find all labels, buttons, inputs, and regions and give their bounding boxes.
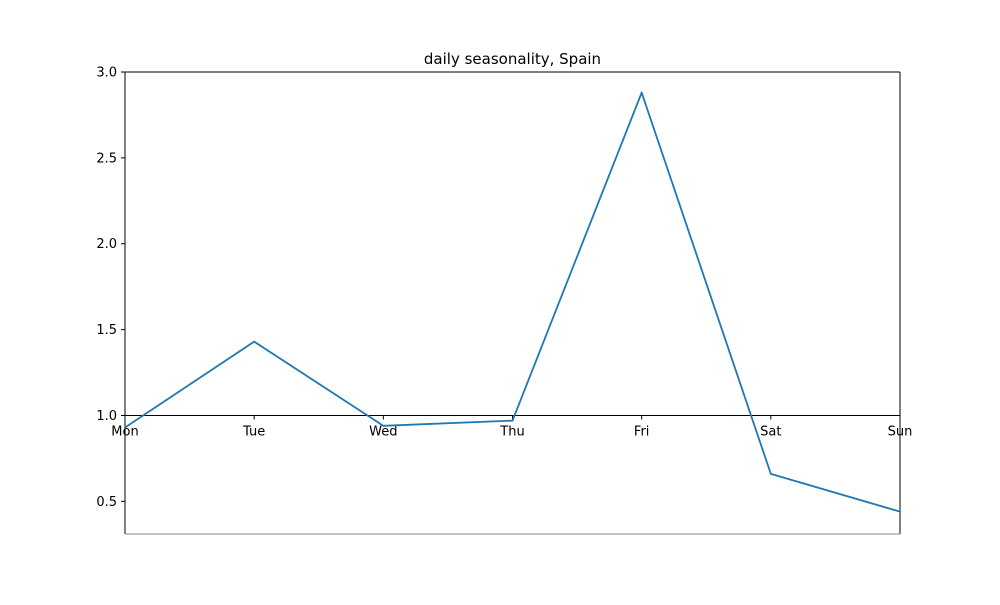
x-tick-label: Wed [369,424,397,439]
data-point [899,510,901,513]
data-point [769,472,772,475]
y-tick-label: 3.0 [96,66,117,81]
x-tick-label: Fri [634,424,650,439]
x-tick-label: Thu [499,424,524,439]
y-tick-label: 1.0 [96,409,117,424]
y-axis-ticks: 0.5 1.0 1.5 2.0 2.5 3.0 [96,66,125,510]
series-line [124,91,901,513]
data-point [511,419,514,422]
x-tick-label: Tue [242,424,265,439]
x-tick-label: Sun [888,424,913,439]
data-point [640,91,643,94]
series-layer [124,91,901,513]
y-tick-label: 2.0 [96,237,117,252]
y-tick-label: 2.5 [96,151,117,166]
y-tick-label: 0.5 [96,495,117,510]
axes-frame [124,71,901,535]
data-point [124,426,126,429]
data-point [382,424,385,427]
y-tick-label: 1.5 [96,323,117,338]
x-tick-label: Sat [760,424,781,439]
data-point [253,340,256,343]
x-tick-label: Mon [111,424,138,439]
x-axis-ticks: Mon Tue Wed Thu Fri Sat Sun [111,414,913,439]
chart-title: daily seasonality, Spain [424,50,601,68]
